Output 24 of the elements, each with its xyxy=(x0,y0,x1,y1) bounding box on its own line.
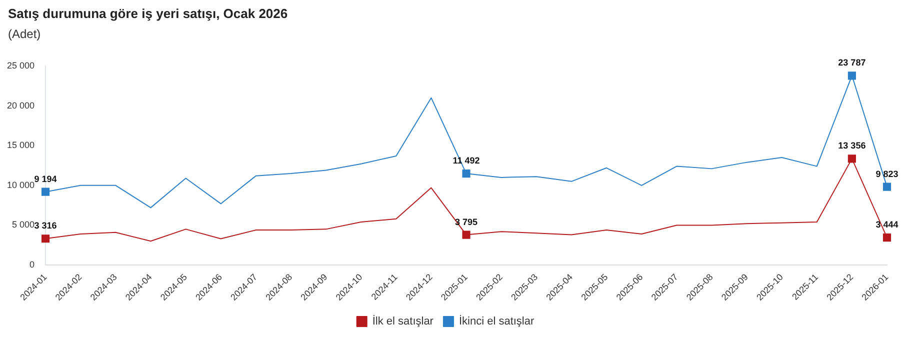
data-label: 9 823 xyxy=(876,168,898,179)
point xyxy=(41,188,50,196)
y-tick-label: 20 000 xyxy=(6,100,35,110)
point xyxy=(41,234,50,243)
legend-label: İlk el satışlar xyxy=(372,314,434,328)
point xyxy=(848,72,856,80)
y-tick-label: 15 000 xyxy=(6,140,35,150)
chart-title: Satış durumuna göre iş yeri satışı, Ocak 2026 xyxy=(8,6,288,21)
data-label: 3 444 xyxy=(876,220,898,230)
y-tick-label: 10 000 xyxy=(6,180,35,190)
y-tick-label: 5 000 xyxy=(12,220,35,230)
point xyxy=(848,154,856,163)
data-label: 23 787 xyxy=(838,58,866,68)
point xyxy=(462,169,470,178)
y-tick-label: 25 000 xyxy=(6,60,35,70)
data-label: 9 194 xyxy=(34,174,57,184)
point xyxy=(882,234,892,242)
legend-label: İkinci el satışlar xyxy=(458,314,534,328)
point xyxy=(462,230,470,239)
data-label: 13 356 xyxy=(838,140,866,151)
point xyxy=(882,182,892,191)
data-label: 3 316 xyxy=(34,220,57,231)
chart-subtitle: (Adet) xyxy=(8,27,41,41)
y-tick-label: 0 xyxy=(30,259,35,270)
